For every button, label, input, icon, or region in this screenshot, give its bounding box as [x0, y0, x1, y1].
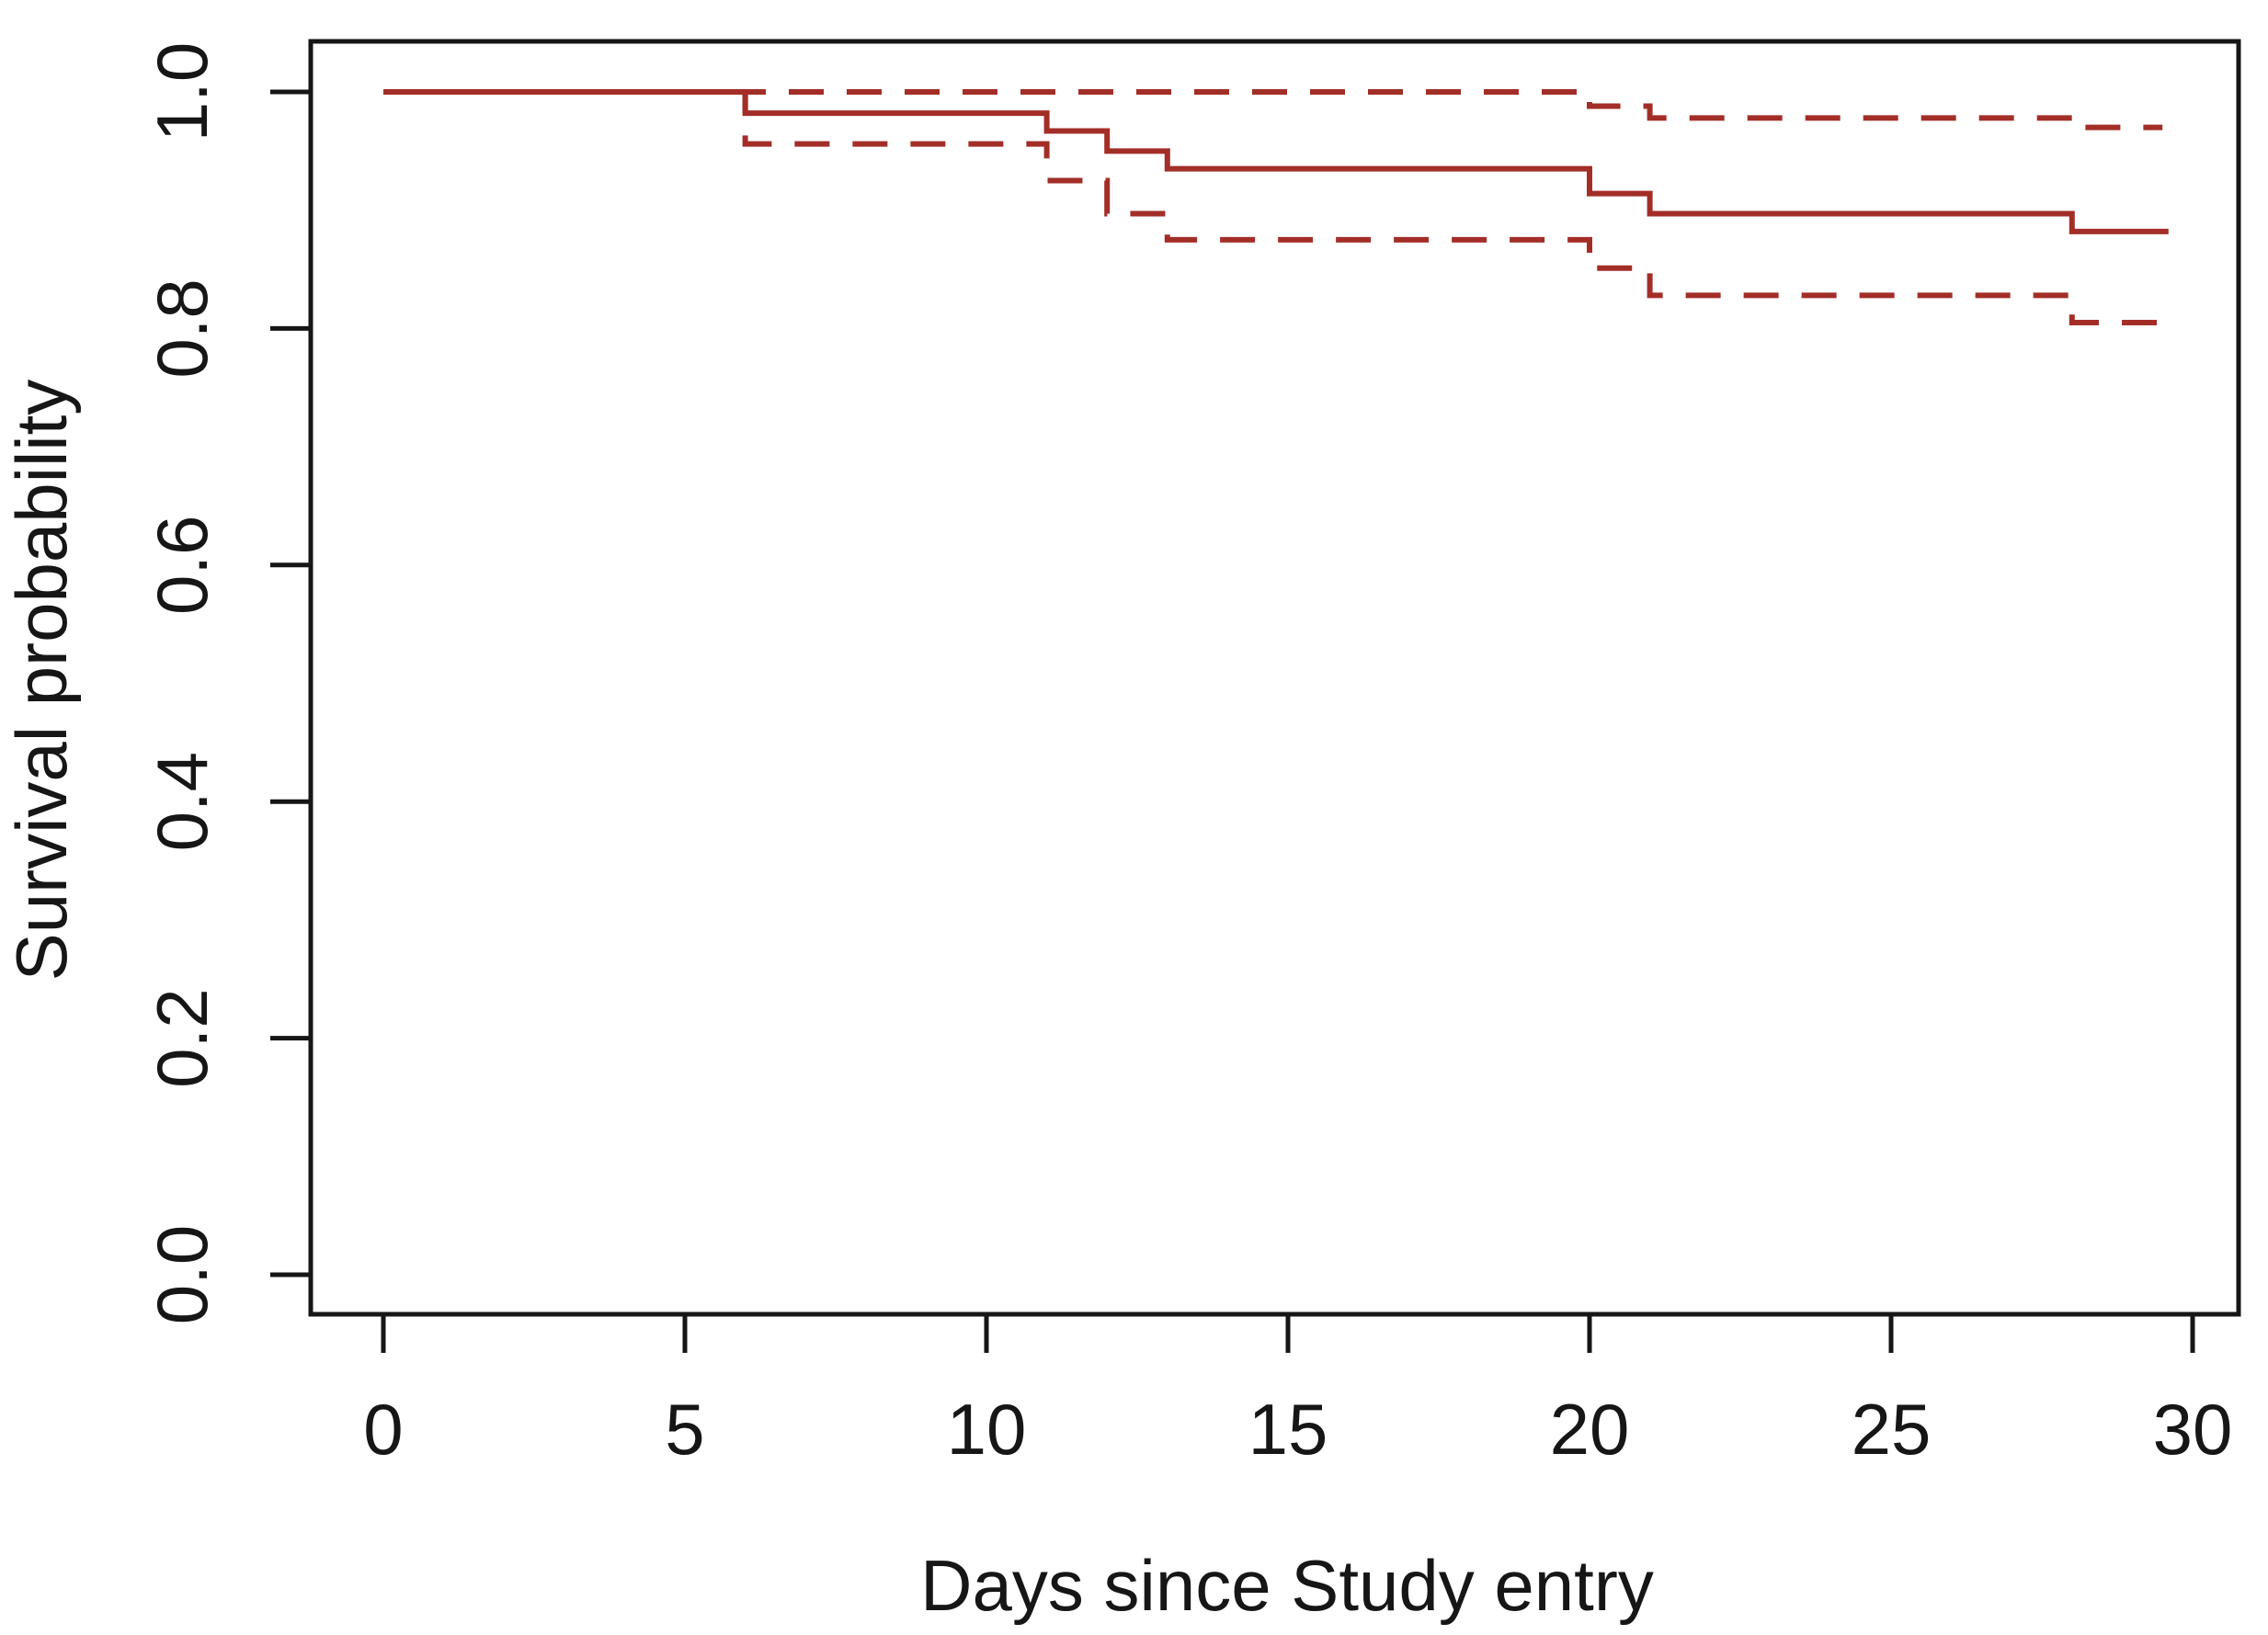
- y-tick-label: 0.2: [142, 988, 222, 1087]
- x-tick-label: 25: [1852, 1389, 1932, 1470]
- y-axis-title: Survival probability: [1, 380, 82, 982]
- ci-upper-curve: [383, 89, 2163, 131]
- x-tick-label: 5: [665, 1389, 704, 1470]
- y-tick-label: 0.4: [142, 752, 222, 851]
- x-axis: 0 5 10 15 20 25 30: [363, 1314, 2232, 1470]
- x-tick-label: 20: [1550, 1389, 1630, 1470]
- y-axis: 0.0 0.2 0.4 0.6 0.8 1.0: [142, 42, 311, 1324]
- y-tick-label: 0.0: [142, 1225, 222, 1324]
- km-estimate-curve: [383, 89, 2169, 234]
- x-tick-label: 0: [363, 1389, 403, 1470]
- plot-box: [308, 39, 2241, 1317]
- x-tick-label: 10: [947, 1389, 1027, 1470]
- y-tick-label: 0.8: [142, 278, 222, 378]
- y-tick-label: 1.0: [142, 42, 222, 142]
- y-tick-label: 0.6: [142, 516, 222, 615]
- ci-lower-curve: [383, 89, 2163, 325]
- curve-group: [383, 89, 2169, 325]
- x-tick-label: 15: [1248, 1389, 1328, 1470]
- x-axis-title: Days since Study entry: [920, 1545, 1654, 1626]
- x-tick-label: 30: [2153, 1389, 2233, 1470]
